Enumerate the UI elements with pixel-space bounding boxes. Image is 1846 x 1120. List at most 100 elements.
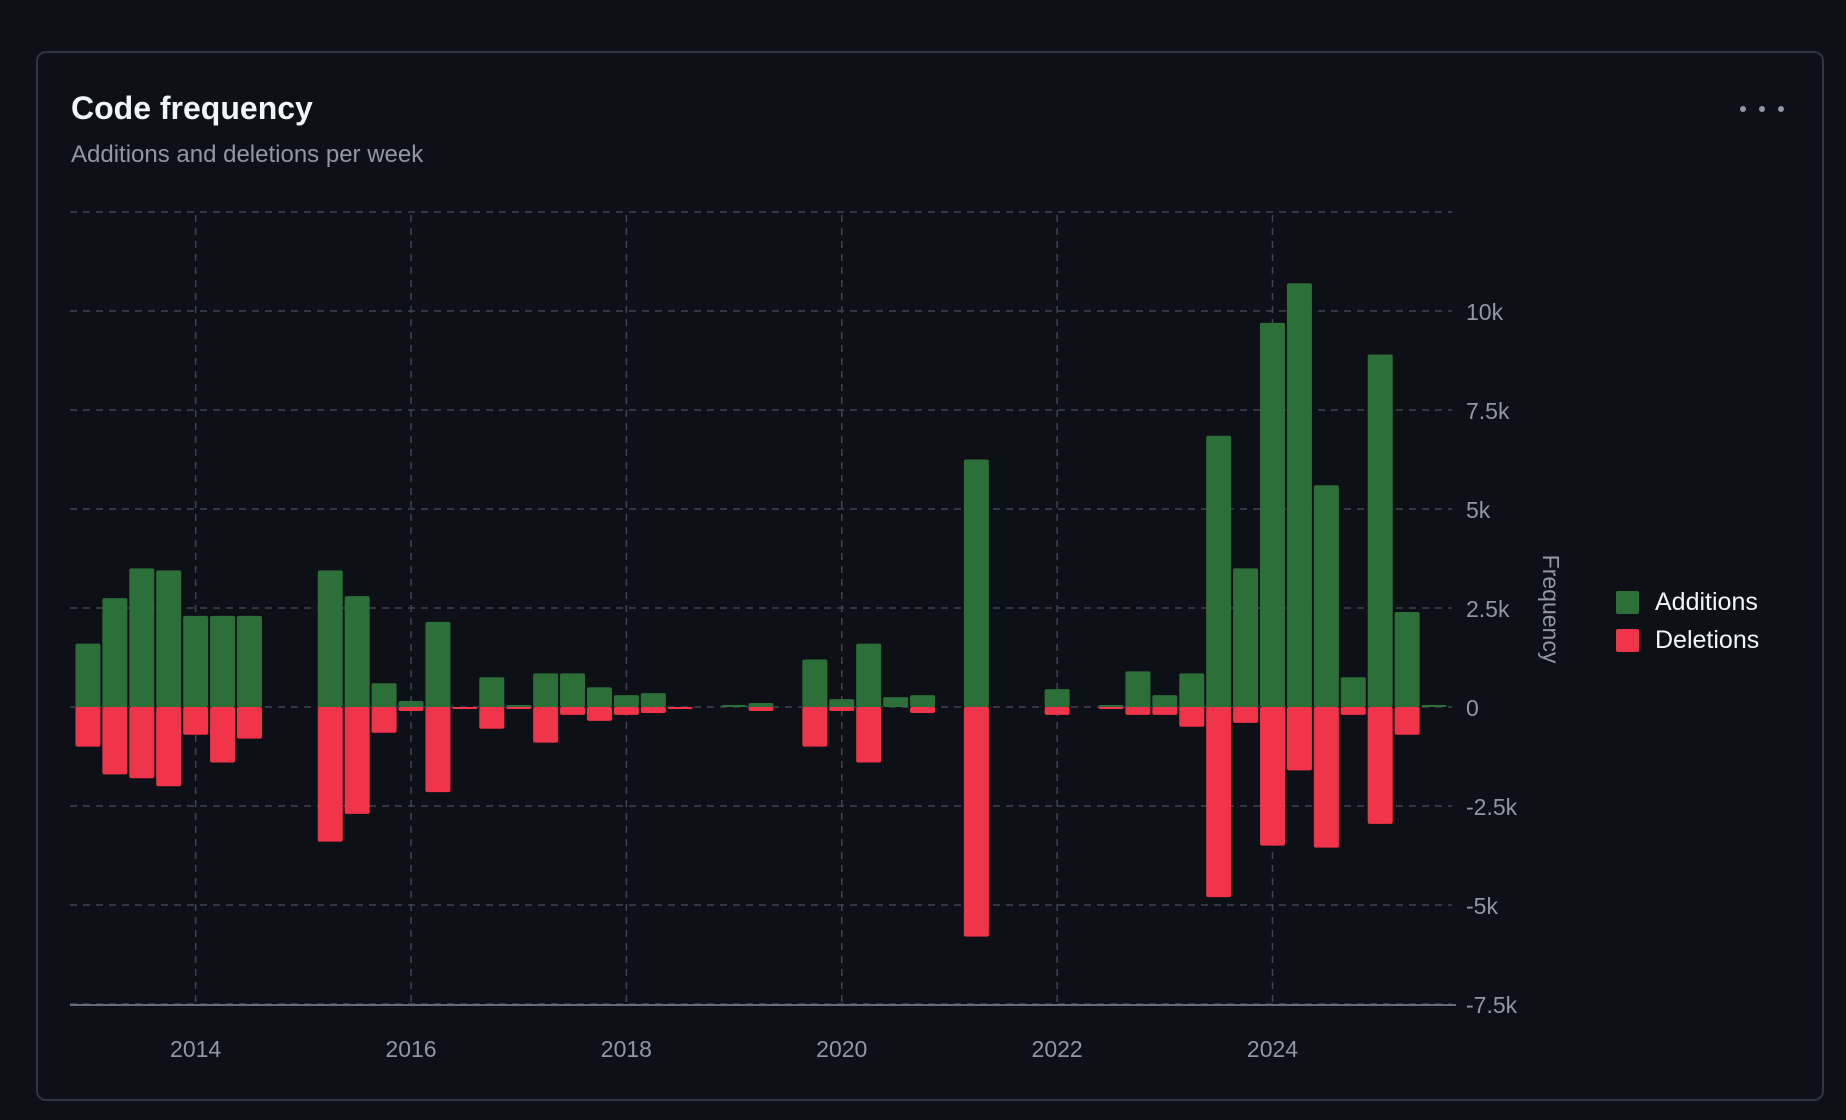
bar-deletions [667, 707, 693, 709]
bar-additions [1286, 283, 1312, 707]
y-tick-label: 2.5k [1466, 596, 1510, 622]
y-tick-label: -2.5k [1466, 794, 1518, 820]
bar-deletions [748, 707, 774, 711]
bar-additions [75, 643, 101, 707]
bar-additions [1206, 435, 1232, 707]
chart-legend: Additions Deletions [1616, 583, 1759, 659]
bar-additions [102, 598, 128, 707]
bar-additions [910, 695, 936, 707]
legend-item-additions[interactable]: Additions [1616, 583, 1759, 621]
bar-additions [1179, 673, 1205, 707]
bar-additions [506, 705, 532, 707]
bar-additions [829, 699, 855, 707]
bar-additions [236, 615, 262, 707]
bar-deletions [156, 707, 182, 787]
bar-additions [479, 677, 505, 707]
bar-deletions [129, 707, 155, 779]
bar-deletions [1098, 707, 1124, 709]
bar-deletions [613, 707, 639, 715]
card-title: Code frequency [71, 90, 313, 126]
bar-deletions [75, 707, 101, 747]
bar-deletions [317, 707, 343, 842]
bar-additions [1152, 695, 1178, 707]
bar-additions [1260, 322, 1286, 707]
bar-deletions [1206, 707, 1232, 898]
bar-additions [425, 621, 451, 707]
bar-deletions [802, 707, 828, 747]
bar-additions [613, 695, 639, 707]
bar-additions [1394, 611, 1420, 707]
bar-deletions [560, 707, 586, 715]
kebab-horizontal-icon [1740, 106, 1746, 112]
kebab-horizontal-icon [1759, 106, 1765, 112]
bar-deletions [236, 707, 262, 739]
bar-deletions [1286, 707, 1312, 771]
bar-deletions [1394, 707, 1420, 735]
bar-deletions [183, 707, 209, 735]
bar-deletions [398, 707, 424, 711]
y-tick-label: 0 [1466, 695, 1479, 721]
bar-additions [640, 693, 666, 707]
bar-additions [344, 596, 370, 707]
bar-deletions [1233, 707, 1259, 723]
bar-deletions [1260, 707, 1286, 846]
x-tick-label: 2018 [601, 1036, 652, 1062]
x-tick-label: 2020 [816, 1036, 867, 1062]
x-tick-label: 2022 [1032, 1036, 1083, 1062]
bar-additions [210, 615, 236, 707]
bar-deletions [1152, 707, 1178, 715]
bar-additions [1044, 689, 1070, 707]
kebab-horizontal-icon [1778, 106, 1784, 112]
legend-item-deletions[interactable]: Deletions [1616, 621, 1759, 659]
bar-deletions [1367, 707, 1393, 824]
bar-additions [1313, 485, 1339, 707]
bar-additions [1421, 705, 1447, 707]
more-options-button[interactable] [1740, 93, 1784, 125]
bar-deletions [1313, 707, 1339, 848]
bar-deletions [425, 707, 451, 793]
y-tick-label: 5k [1466, 497, 1491, 523]
bar-deletions [371, 707, 397, 733]
legend-label-deletions: Deletions [1655, 625, 1760, 654]
bar-deletions [479, 707, 505, 729]
y-tick-label: -7.5k [1466, 992, 1518, 1018]
bar-additions [748, 703, 774, 707]
bar-additions [1098, 705, 1124, 707]
bar-additions [129, 568, 155, 707]
bar-deletions [856, 707, 882, 763]
bar-additions [560, 673, 586, 707]
bar-deletions [1044, 707, 1070, 715]
bar-additions [1367, 354, 1393, 707]
bar-additions [398, 701, 424, 707]
bar-deletions [586, 707, 612, 721]
bar-additions [802, 659, 828, 707]
bar-deletions [452, 707, 478, 709]
x-tick-label: 2024 [1247, 1036, 1298, 1062]
bar-additions [721, 705, 747, 707]
bar-deletions [963, 707, 989, 937]
bar-additions [1125, 671, 1151, 707]
bar-additions [883, 697, 909, 707]
y-tick-label: 7.5k [1466, 398, 1510, 424]
y-tick-label: 10k [1466, 299, 1504, 325]
x-tick-label: 2016 [385, 1036, 436, 1062]
bar-deletions [102, 707, 128, 775]
bar-deletions [829, 707, 855, 711]
bar-additions [533, 673, 559, 707]
bar-deletions [344, 707, 370, 814]
bar-deletions [1179, 707, 1205, 727]
legend-swatch-deletions [1616, 628, 1639, 652]
bar-additions [183, 615, 209, 707]
bar-additions [586, 687, 612, 707]
bar-deletions [910, 707, 936, 713]
x-tick-label: 2014 [170, 1036, 221, 1062]
bar-deletions [640, 707, 666, 713]
bar-deletions [506, 707, 532, 709]
bar-additions [1233, 568, 1259, 707]
bar-deletions [1340, 707, 1366, 715]
bar-deletions [533, 707, 559, 743]
bar-additions [371, 683, 397, 707]
bar-additions [963, 459, 989, 707]
y-axis-title: Frequency [1538, 555, 1564, 664]
